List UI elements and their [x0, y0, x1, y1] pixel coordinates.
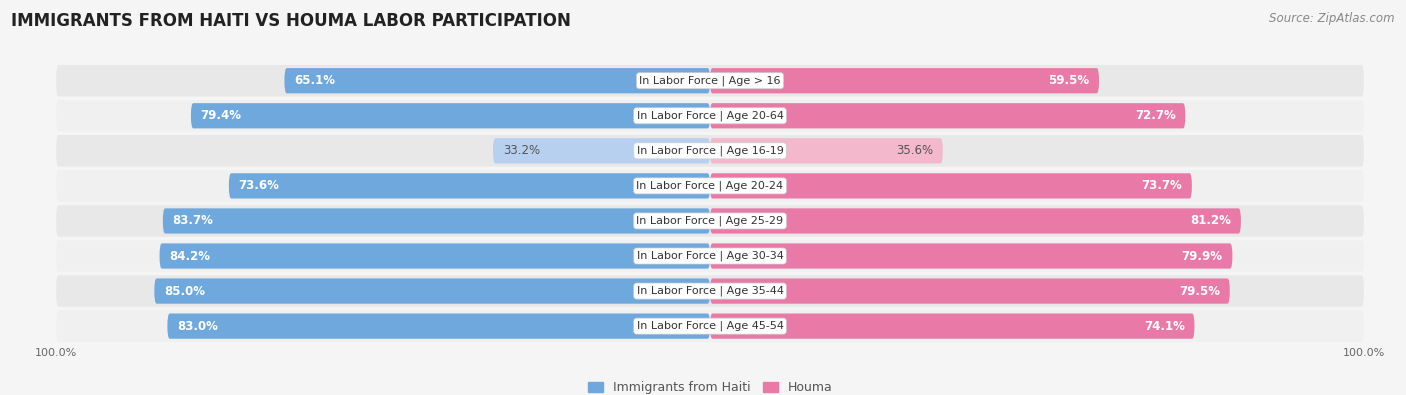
Text: In Labor Force | Age 30-34: In Labor Force | Age 30-34	[637, 251, 783, 261]
Text: In Labor Force | Age 35-44: In Labor Force | Age 35-44	[637, 286, 783, 296]
FancyBboxPatch shape	[159, 243, 710, 269]
Text: 79.9%: 79.9%	[1181, 250, 1223, 263]
Text: 79.5%: 79.5%	[1180, 284, 1220, 297]
Text: In Labor Force | Age 20-24: In Labor Force | Age 20-24	[637, 181, 783, 191]
Text: 81.2%: 81.2%	[1191, 214, 1232, 228]
Text: In Labor Force | Age 16-19: In Labor Force | Age 16-19	[637, 146, 783, 156]
FancyBboxPatch shape	[229, 173, 710, 199]
Text: 72.7%: 72.7%	[1135, 109, 1175, 122]
FancyBboxPatch shape	[56, 170, 1364, 202]
Text: 73.6%: 73.6%	[239, 179, 280, 192]
FancyBboxPatch shape	[56, 240, 1364, 272]
Text: In Labor Force | Age 20-64: In Labor Force | Age 20-64	[637, 111, 783, 121]
Text: 84.2%: 84.2%	[169, 250, 211, 263]
Text: 59.5%: 59.5%	[1047, 74, 1090, 87]
Text: 33.2%: 33.2%	[503, 144, 540, 157]
FancyBboxPatch shape	[191, 103, 710, 128]
FancyBboxPatch shape	[710, 243, 1233, 269]
FancyBboxPatch shape	[163, 208, 710, 233]
FancyBboxPatch shape	[56, 205, 1364, 237]
FancyBboxPatch shape	[56, 100, 1364, 132]
Text: Source: ZipAtlas.com: Source: ZipAtlas.com	[1270, 12, 1395, 25]
FancyBboxPatch shape	[56, 310, 1364, 342]
Text: In Labor Force | Age 25-29: In Labor Force | Age 25-29	[637, 216, 783, 226]
Text: 74.1%: 74.1%	[1144, 320, 1185, 333]
FancyBboxPatch shape	[494, 138, 710, 164]
FancyBboxPatch shape	[56, 275, 1364, 307]
FancyBboxPatch shape	[710, 173, 1192, 199]
Text: 65.1%: 65.1%	[294, 74, 335, 87]
FancyBboxPatch shape	[710, 68, 1099, 93]
FancyBboxPatch shape	[56, 135, 1364, 167]
Text: 83.7%: 83.7%	[173, 214, 214, 228]
FancyBboxPatch shape	[710, 314, 1195, 339]
Text: In Labor Force | Age 45-54: In Labor Force | Age 45-54	[637, 321, 783, 331]
FancyBboxPatch shape	[710, 103, 1185, 128]
FancyBboxPatch shape	[710, 138, 943, 164]
FancyBboxPatch shape	[710, 278, 1230, 304]
Text: IMMIGRANTS FROM HAITI VS HOUMA LABOR PARTICIPATION: IMMIGRANTS FROM HAITI VS HOUMA LABOR PAR…	[11, 12, 571, 30]
Text: 83.0%: 83.0%	[177, 320, 218, 333]
FancyBboxPatch shape	[284, 68, 710, 93]
FancyBboxPatch shape	[167, 314, 710, 339]
Text: 79.4%: 79.4%	[201, 109, 242, 122]
FancyBboxPatch shape	[155, 278, 710, 304]
Legend: Immigrants from Haiti, Houma: Immigrants from Haiti, Houma	[582, 376, 838, 395]
Text: 35.6%: 35.6%	[896, 144, 934, 157]
FancyBboxPatch shape	[710, 208, 1241, 233]
Text: 85.0%: 85.0%	[165, 284, 205, 297]
FancyBboxPatch shape	[56, 65, 1364, 96]
Text: 73.7%: 73.7%	[1142, 179, 1182, 192]
Text: In Labor Force | Age > 16: In Labor Force | Age > 16	[640, 75, 780, 86]
